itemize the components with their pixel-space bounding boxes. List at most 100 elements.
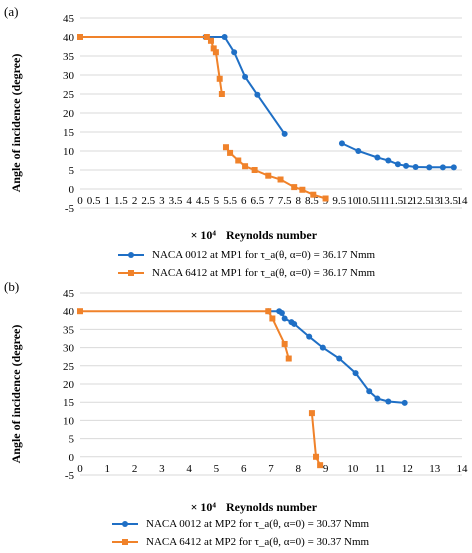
y-tick-label: 0 (69, 184, 75, 196)
y-axis-title: Angle of incidence (degree) (9, 54, 23, 193)
data-point (374, 154, 381, 161)
y-tick-label: 10 (63, 146, 75, 158)
data-point (254, 91, 261, 98)
y-tick-label: 5 (69, 434, 75, 446)
data-point (235, 157, 242, 164)
data-point (374, 395, 381, 402)
legend-swatch-marker (122, 521, 128, 527)
x-tick-label: 10 (347, 195, 359, 207)
data-point (231, 49, 238, 56)
y-tick-label: 40 (63, 306, 75, 318)
data-point (212, 49, 219, 56)
y-tick-label: 0 (69, 452, 75, 464)
x-tick-label: 6.5 (250, 195, 264, 207)
data-point (277, 176, 284, 183)
x-tick-label: 8.5 (305, 195, 319, 207)
x-tick-label: 1 (105, 463, 111, 475)
legend-swatch (112, 521, 138, 527)
x-tick-label: 13.5 (439, 195, 459, 207)
x-tick-label: 2.5 (141, 195, 155, 207)
x-tick-label: 0 (77, 195, 83, 207)
data-point (366, 388, 373, 395)
y-tick-label: -5 (65, 470, 75, 482)
data-point (439, 164, 446, 171)
legend-swatch-marker (128, 270, 134, 276)
series-line (80, 36, 223, 95)
data-point (403, 162, 410, 169)
data-point (265, 172, 272, 179)
x-tick-label: 10.5 (357, 195, 377, 207)
x-tick-label: 5 (214, 195, 220, 207)
data-point (352, 370, 359, 377)
x-tick-label: 12 (402, 195, 413, 207)
data-point (385, 398, 392, 405)
x-tick-label: 12.5 (411, 195, 431, 207)
x-tick-label: 11 (375, 195, 386, 207)
data-point (77, 308, 83, 315)
x-tick-label: 7 (268, 195, 274, 207)
legend-label: NACA 6412 at MP2 for τ_a(θ, α=0) = 30.37… (146, 536, 370, 548)
x-tick-label: 9 (323, 463, 329, 475)
data-point (251, 167, 258, 173)
data-point (310, 191, 317, 198)
series-line (80, 310, 290, 359)
x-tick-label: 5.5 (223, 195, 237, 207)
x-tick-label: 10 (347, 463, 359, 475)
data-point (269, 315, 276, 322)
x-tick-label: 3.5 (169, 195, 183, 207)
legend-entry: NACA 0012 at MP1 for τ_a(θ, α=0) = 36.17… (118, 248, 375, 262)
x-tick-label: 6 (241, 463, 247, 475)
data-point (308, 410, 315, 417)
x-tick-label: 7 (268, 463, 274, 475)
y-tick-label: 5 (69, 165, 75, 177)
data-point (203, 34, 210, 40)
data-point (306, 333, 313, 340)
legend-label: NACA 0012 at MP1 for τ_a(θ, α=0) = 36.17… (152, 249, 376, 261)
x-tick-label: 11 (375, 463, 386, 475)
x-tick-label: 7.5 (278, 195, 292, 207)
y-tick-label: 15 (63, 397, 75, 409)
x-tick-label: 5 (214, 463, 220, 475)
data-point (313, 453, 320, 460)
data-point (426, 164, 433, 171)
x-tick-label: 2 (132, 463, 138, 475)
y-tick-label: -5 (65, 203, 75, 215)
x-tick-label: 13 (429, 195, 441, 207)
series-line (341, 142, 454, 169)
data-point (450, 164, 457, 171)
x-axis-multiplier: × 10⁴ (191, 228, 217, 242)
x-tick-label: 2 (132, 195, 138, 207)
data-point (77, 34, 83, 40)
data-point (281, 340, 288, 347)
legend-label: NACA 0012 at MP2 for τ_a(θ, α=0) = 30.37… (146, 518, 370, 530)
y-tick-label: 45 (63, 288, 75, 300)
x-tick-label: 4 (186, 463, 192, 475)
x-axis-title: Reynolds number (226, 500, 318, 514)
data-point (222, 144, 229, 151)
data-point (322, 195, 329, 202)
panel-label: (b) (4, 279, 20, 294)
x-axis-title: Reynolds number (226, 228, 318, 242)
data-point (218, 91, 225, 97)
data-point (210, 45, 217, 52)
y-tick-label: 15 (63, 127, 75, 139)
x-tick-label: 1.5 (114, 195, 128, 207)
data-point (227, 149, 234, 156)
y-axis-title: Angle of incidence (degree) (9, 325, 23, 464)
data-point (285, 355, 292, 362)
y-tick-label: 10 (63, 415, 75, 427)
x-tick-label: 13 (429, 463, 441, 475)
chart-panel-b: (b) -5 0 5 10 15 20 25 30 35 40 45 0 1 2 3 4 5 6 7 8 9 10 11 12… (0, 275, 472, 550)
legend-label: NACA 6412 at MP1 for τ_a(θ, α=0) = 36.17… (152, 267, 376, 279)
legend-entry: NACA 0012 at MP2 for τ_a(θ, α=0) = 30.37… (112, 517, 369, 531)
y-tick-label: 25 (63, 361, 75, 373)
y-tick-label: 25 (63, 89, 75, 101)
y-tick-label: 30 (63, 343, 75, 355)
x-tick-label: 6 (241, 195, 247, 207)
x-tick-label: 11.5 (384, 195, 403, 207)
legend: NACA 0012 at MP2 for τ_a(θ, α=0) = 30.37… (112, 517, 369, 553)
x-tick-label: 14 (457, 463, 469, 475)
data-point (242, 73, 249, 80)
